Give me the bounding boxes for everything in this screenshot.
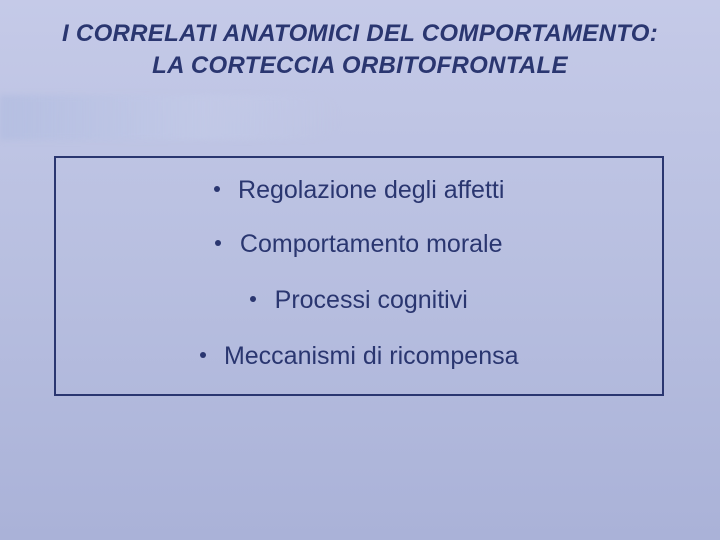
bullet-item: Meccanismi di ricompensa [56, 342, 662, 371]
bullet-dot-icon [250, 296, 256, 302]
bullet-dot-icon [214, 186, 220, 192]
bullet-item: Comportamento morale [56, 230, 662, 259]
bullet-text: Regolazione degli affetti [238, 176, 504, 205]
decorative-swoosh [0, 95, 340, 140]
bullet-text: Processi cognitivi [275, 286, 468, 315]
bullet-text: Meccanismi di ricompensa [224, 342, 519, 371]
content-box: Regolazione degli affetti Comportamento … [54, 156, 664, 396]
bullet-item: Processi cognitivi [56, 286, 662, 315]
title-line-1: I CORRELATI ANATOMICI DEL COMPORTAMENTO: [30, 18, 690, 50]
bullet-dot-icon [215, 240, 221, 246]
title-line-2: LA CORTECCIA ORBITOFRONTALE [30, 50, 690, 82]
slide-title: I CORRELATI ANATOMICI DEL COMPORTAMENTO:… [0, 18, 720, 83]
bullet-item: Regolazione degli affetti [56, 176, 662, 205]
bullet-dot-icon [200, 352, 206, 358]
bullet-text: Comportamento morale [240, 230, 503, 259]
